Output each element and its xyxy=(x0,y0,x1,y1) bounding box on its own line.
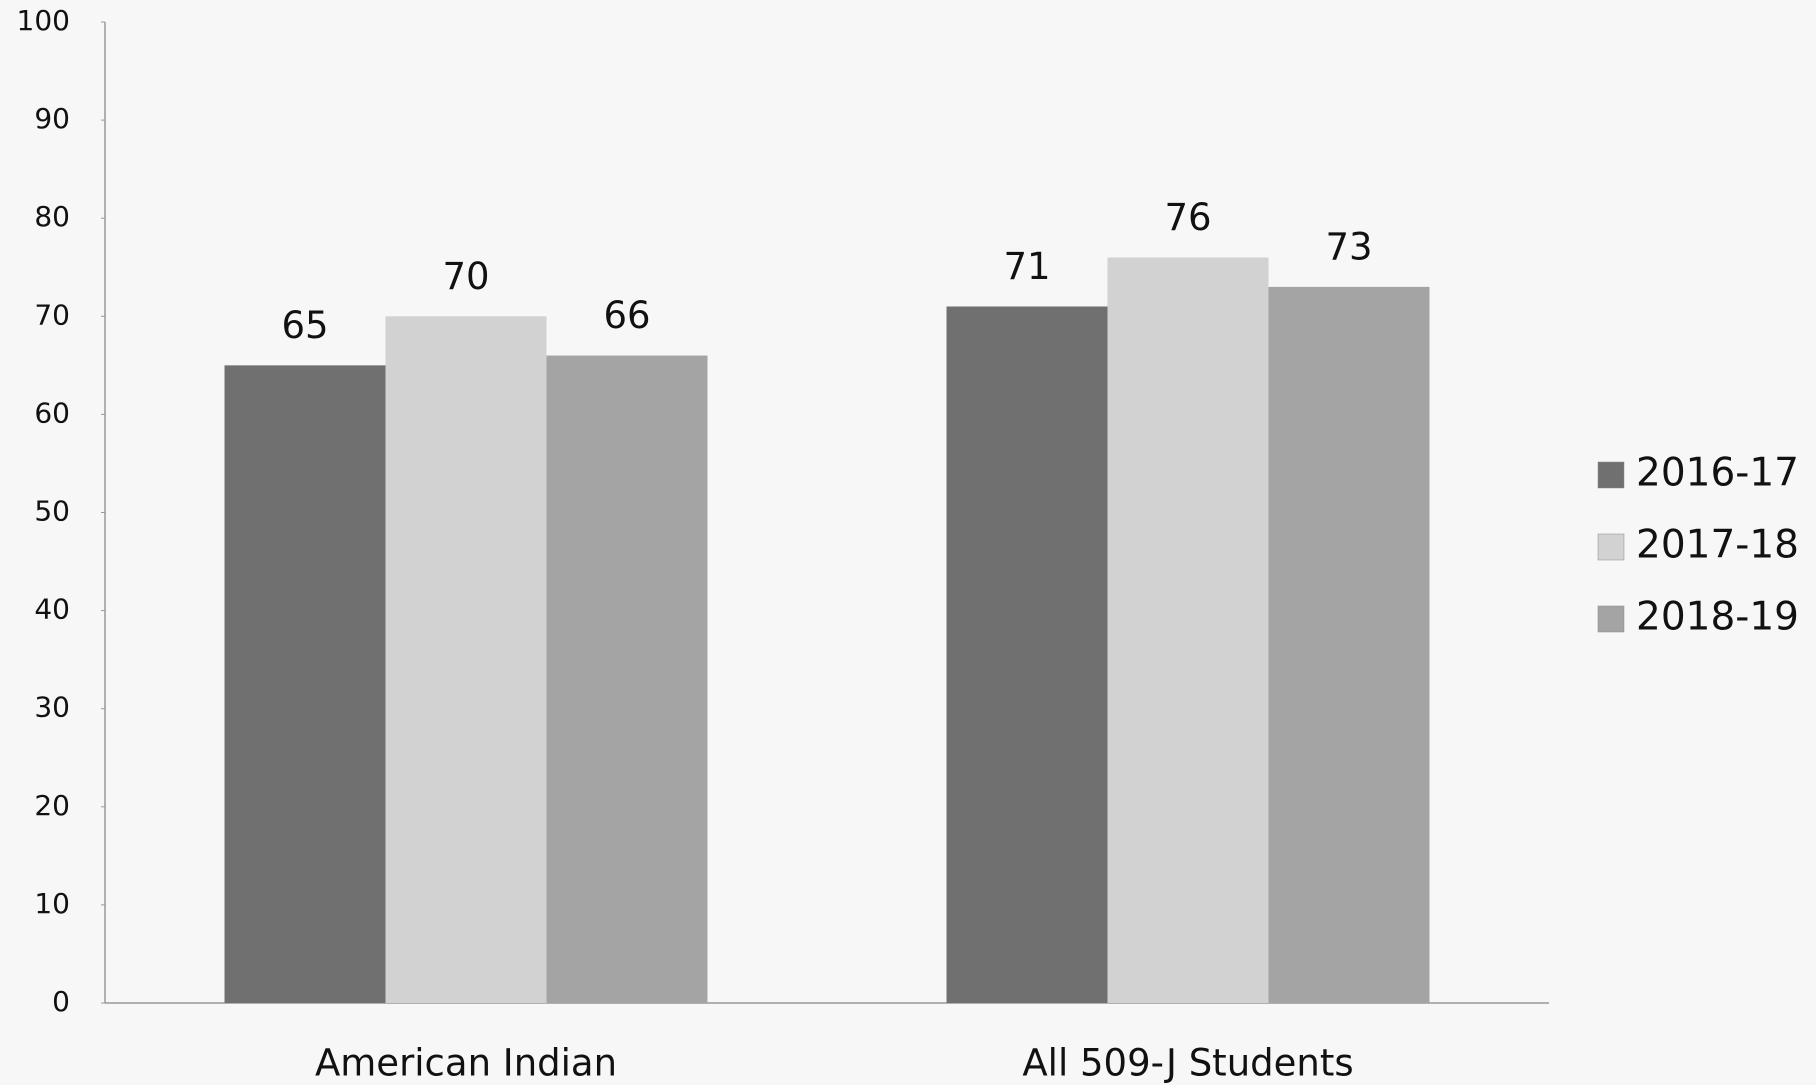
legend-label: 2016-17 xyxy=(1636,451,1799,496)
y-tick-label: 80 xyxy=(34,200,70,233)
data-label: 71 xyxy=(1003,245,1050,288)
y-tick-label: 50 xyxy=(34,495,70,528)
y-tick-label: 90 xyxy=(34,102,70,135)
y-tick-label: 70 xyxy=(34,298,70,331)
data-label: 76 xyxy=(1164,196,1211,239)
x-tick-label: American Indian xyxy=(315,1042,617,1085)
y-tick-label: 100 xyxy=(17,4,70,37)
legend-label: 2018-19 xyxy=(1636,595,1799,640)
legend-swatch xyxy=(1597,533,1625,561)
data-label: 73 xyxy=(1325,225,1372,268)
y-tick-label: 0 xyxy=(52,985,70,1018)
bar xyxy=(1107,257,1269,1003)
bar xyxy=(385,316,547,1003)
data-label: 66 xyxy=(603,294,650,337)
bar xyxy=(224,365,386,1004)
legend-label: 2017-18 xyxy=(1636,523,1799,568)
y-tick-label: 40 xyxy=(34,593,70,626)
bar xyxy=(546,355,708,1003)
data-label: 65 xyxy=(281,304,328,347)
bar xyxy=(946,306,1108,1003)
x-tick-label: All 509-J Students xyxy=(1022,1042,1353,1085)
data-label: 70 xyxy=(442,255,489,298)
y-tick-label: 30 xyxy=(34,691,70,724)
legend-swatch xyxy=(1597,605,1625,633)
bar xyxy=(1268,286,1430,1003)
y-tick-label: 10 xyxy=(34,887,70,920)
y-tick-label: 60 xyxy=(34,396,70,429)
y-tick-label: 20 xyxy=(34,789,70,822)
legend-swatch xyxy=(1597,461,1625,489)
